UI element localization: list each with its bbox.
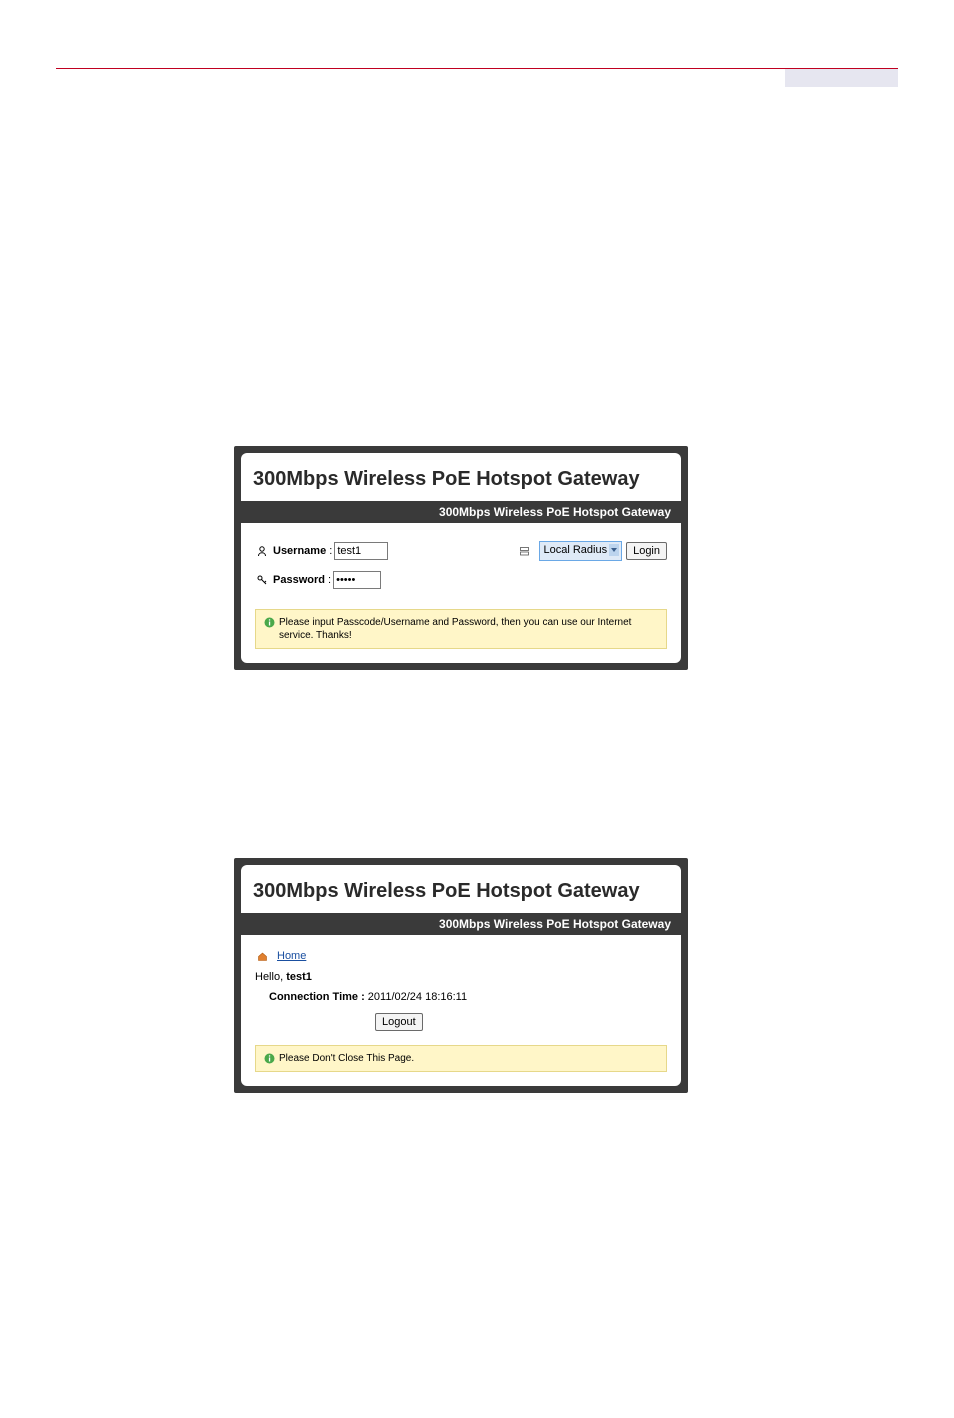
login-panel-head: 300Mbps Wireless PoE Hotspot Gateway: [241, 453, 681, 501]
logout-row: Logout: [375, 1013, 667, 1031]
home-link[interactable]: Home: [277, 950, 306, 962]
login-notice-text: Please input Passcode/Username and Passw…: [279, 616, 658, 642]
login-notice: Please input Passcode/Username and Passw…: [255, 609, 667, 649]
status-notice: Please Don't Close This Page.: [255, 1045, 667, 1072]
hello-prefix: Hello,: [255, 971, 286, 983]
password-row: Password :: [255, 571, 667, 589]
login-button[interactable]: Login: [626, 542, 667, 560]
connection-time-label: Connection Time :: [269, 991, 365, 1003]
status-panel-frame: 300Mbps Wireless PoE Hotspot Gateway 300…: [234, 858, 688, 1093]
status-panel-wrap: 300Mbps Wireless PoE Hotspot Gateway 300…: [234, 858, 688, 1093]
username-row: Username : Local Radius Login: [255, 541, 667, 561]
status-notice-text: Please Don't Close This Page.: [279, 1052, 414, 1065]
login-panel-title: 300Mbps Wireless PoE Hotspot Gateway: [253, 468, 669, 491]
server-icon: [517, 544, 531, 558]
username-label: Username :: [273, 545, 332, 557]
login-right-group: Local Radius Login: [517, 541, 667, 561]
status-panel: 300Mbps Wireless PoE Hotspot Gateway 300…: [241, 865, 681, 1086]
login-panel: 300Mbps Wireless PoE Hotspot Gateway 300…: [241, 453, 681, 663]
home-row: Home: [255, 949, 667, 963]
logout-button[interactable]: Logout: [375, 1013, 423, 1031]
password-left: Password :: [255, 571, 381, 589]
login-panel-frame: 300Mbps Wireless PoE Hotspot Gateway 300…: [234, 446, 688, 670]
username-left: Username :: [255, 542, 388, 560]
connection-time-row: Connection Time : 2011/02/24 18:16:11: [269, 991, 667, 1003]
user-icon: [255, 544, 269, 558]
status-subtitle-bar: 300Mbps Wireless PoE Hotspot Gateway: [241, 913, 681, 935]
password-input[interactable]: [333, 571, 381, 589]
password-label: Password :: [273, 574, 331, 586]
hello-row: Hello, test1: [255, 971, 667, 983]
login-panel-wrap: 300Mbps Wireless PoE Hotspot Gateway 300…: [234, 446, 688, 670]
username-input[interactable]: [334, 542, 388, 560]
connection-time-value: 2011/02/24 18:16:11: [365, 991, 467, 1003]
horizontal-rule: [56, 68, 898, 69]
login-subtitle-bar: 300Mbps Wireless PoE Hotspot Gateway: [241, 501, 681, 523]
top-right-block: [785, 69, 898, 87]
status-panel-body: Home Hello, test1 Connection Time : 2011…: [241, 935, 681, 1086]
key-icon: [255, 573, 269, 587]
status-panel-title: 300Mbps Wireless PoE Hotspot Gateway: [253, 880, 669, 903]
chevron-down-icon: [611, 548, 617, 552]
info-icon: [264, 1053, 275, 1064]
radius-select[interactable]: Local Radius: [539, 541, 622, 561]
home-icon: [255, 949, 269, 963]
radius-select-value: Local Radius: [543, 544, 607, 556]
hello-user: test1: [286, 971, 312, 983]
status-panel-head: 300Mbps Wireless PoE Hotspot Gateway: [241, 865, 681, 913]
info-icon: [264, 617, 275, 628]
login-panel-body: Username : Local Radius Login: [241, 523, 681, 663]
page: 300Mbps Wireless PoE Hotspot Gateway 300…: [0, 0, 954, 1418]
